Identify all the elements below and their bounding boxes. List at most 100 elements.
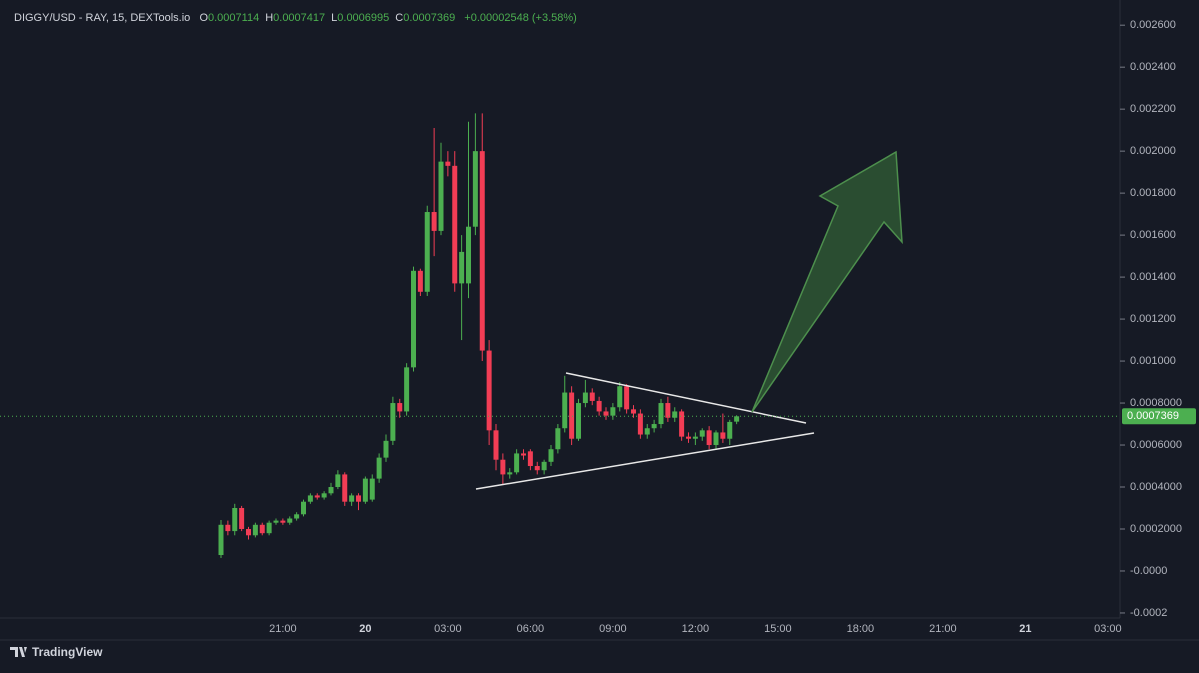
y-tick-label: 0.001200 [1130, 313, 1176, 325]
ohlc-value: 0.0007417 [273, 12, 326, 24]
y-tick-label: 0.0008000 [1130, 397, 1182, 409]
candle-body [314, 495, 320, 498]
candle-body [665, 403, 671, 418]
candle-body [734, 416, 740, 422]
candle-body [596, 400, 602, 412]
x-tick-label: 06:00 [517, 623, 545, 635]
candle-body [686, 436, 691, 439]
ohlc-value: 0.0007369 [403, 12, 456, 24]
arrow [751, 150, 903, 413]
candle-body [514, 453, 520, 473]
y-tick-label: 0.0002000 [1130, 523, 1182, 535]
y-tick-label: 0.0004000 [1130, 481, 1182, 493]
candle-body [486, 350, 492, 431]
candle-body [507, 472, 513, 475]
last-price-tag [1122, 408, 1196, 425]
candle-body [479, 151, 485, 351]
x-tick-label: 09:00 [599, 623, 627, 635]
candle-body [637, 413, 643, 435]
candle-body [452, 165, 458, 284]
candle-body [548, 449, 554, 462]
candle-body [672, 411, 678, 418]
candle-body [218, 524, 224, 556]
candle-body [658, 403, 664, 425]
candle-body [527, 451, 533, 467]
candle-body [459, 251, 465, 284]
candle-body [624, 386, 630, 410]
candle-body [411, 270, 416, 368]
candle-body [569, 392, 575, 439]
y-tick-label: 0.002200 [1130, 103, 1176, 115]
candle-body [562, 392, 568, 429]
y-tick-label: 0.001800 [1130, 187, 1176, 199]
x-tick-label: 21 [1019, 623, 1031, 635]
x-tick-label: 18:00 [847, 623, 875, 635]
y-tick-label: -0.0002 [1130, 607, 1167, 619]
last-price-label: 0.0007369 [1127, 410, 1179, 422]
x-tick-label: 03:00 [434, 623, 462, 635]
y-tick-label: 0.001600 [1130, 229, 1176, 241]
candle-body [397, 403, 403, 412]
candle-body [555, 428, 561, 450]
candle-body [356, 495, 361, 502]
ohlc-value: 0.0006995 [337, 12, 390, 24]
y-tick-label: 0.002000 [1130, 145, 1176, 157]
x-tick-label: 21:00 [929, 623, 957, 635]
candle-body [541, 461, 547, 471]
candle-body [307, 495, 313, 502]
ohlc-key: C [395, 12, 404, 24]
candle-body [335, 474, 341, 488]
y-tick-label: -0.0000 [1130, 565, 1167, 577]
candle-body [362, 478, 368, 502]
ohlc-value: 0.0007114 [208, 12, 260, 24]
y-tick-label: 0.002600 [1130, 19, 1176, 31]
candle-body [534, 466, 540, 471]
candle-body [438, 161, 444, 231]
candle-body [273, 520, 279, 523]
candle-body [706, 430, 712, 446]
candle-body [679, 411, 685, 437]
candle-body [617, 386, 623, 408]
candle-body [445, 161, 451, 166]
candle-body [349, 495, 355, 502]
candle-body [424, 212, 430, 292]
x-tick-label: 12:00 [682, 623, 710, 635]
x-tick-label: 21:00 [269, 623, 297, 635]
candle-body [246, 528, 251, 536]
candle-body [369, 478, 375, 500]
candle-body [651, 424, 657, 429]
change: +0.00002548 (+3.58%) [464, 12, 577, 24]
candle-body [404, 367, 410, 412]
candle-body [287, 518, 293, 523]
y-tick-label: 0.0006000 [1130, 439, 1182, 451]
ohlc-key: O [199, 12, 208, 24]
candle-body [417, 270, 423, 292]
candle-body [239, 508, 245, 529]
candle-body [328, 487, 334, 494]
candle-body [225, 524, 231, 532]
candle-body [631, 409, 636, 414]
ohlc-key: H [265, 12, 274, 24]
x-tick-label: 15:00 [764, 623, 792, 635]
candle-body [259, 524, 265, 534]
candle-body [466, 226, 471, 284]
candle-body [713, 432, 719, 446]
x-tick-label: 20 [359, 623, 371, 635]
candle-body [383, 440, 389, 458]
brand: TradingView [32, 645, 103, 659]
candle-body [376, 457, 382, 479]
candle-body [644, 428, 650, 435]
candle-body [266, 522, 272, 534]
candle-body [280, 520, 286, 523]
candle-body [342, 474, 348, 502]
y-tick-label: 0.002400 [1130, 61, 1176, 73]
candle-body [390, 403, 396, 441]
candle-body [493, 430, 499, 460]
x-tick-label: 03:00 [1094, 623, 1122, 635]
candle-body [472, 151, 478, 227]
candle-body [500, 459, 506, 475]
candle-body [589, 392, 595, 401]
candle-body [582, 392, 588, 404]
